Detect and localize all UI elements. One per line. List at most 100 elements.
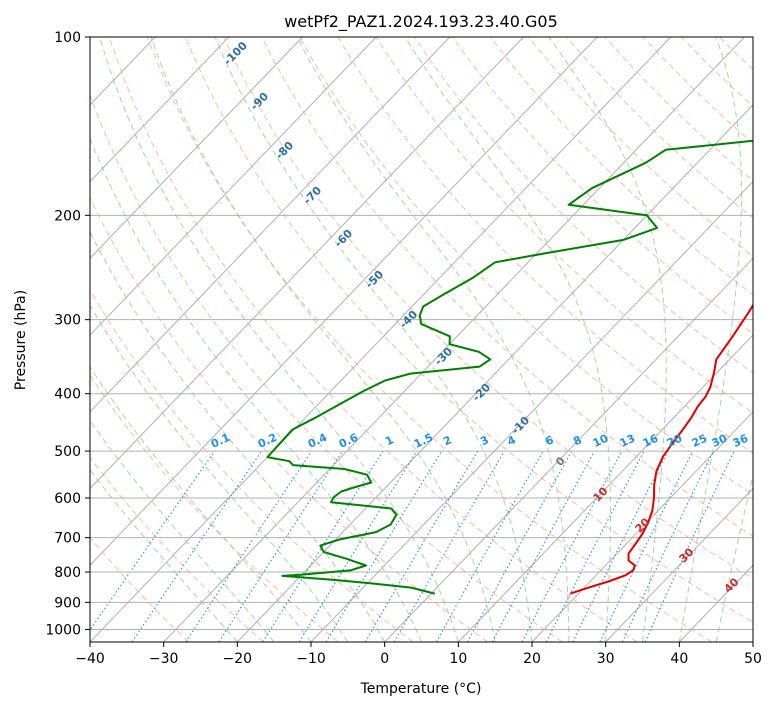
mixing-ratio-line <box>393 450 505 642</box>
mixing-ratio-label: 36 <box>731 432 751 450</box>
pressure-gridlines <box>90 36 753 630</box>
dry-adiabat-line <box>90 456 264 642</box>
moist-adiabat-line <box>90 304 349 642</box>
x-tick-label: −30 <box>149 651 179 667</box>
dry-adiabat-line <box>261 37 753 537</box>
x-tick-label: −10 <box>296 651 326 667</box>
moist-adiabat-line <box>99 37 459 642</box>
isotherm-line <box>457 334 753 642</box>
moist-adiabat-line <box>715 473 753 642</box>
mixing-ratio-label: 0.1 <box>209 431 232 451</box>
mixing-ratio-label: 1.5 <box>412 431 435 451</box>
dry-adiabat-label: -10 <box>509 414 532 437</box>
plot-frame <box>89 36 754 643</box>
isotherm-line <box>236 104 753 642</box>
dry-adiabat-line <box>337 37 753 454</box>
mixing-ratio-line <box>491 450 595 642</box>
isotherm-line <box>90 37 598 566</box>
y-tick-label: 1000 <box>45 622 81 638</box>
dry-adiabat-line <box>490 37 753 296</box>
mixing-ratio-label: 30 <box>710 432 730 450</box>
dry-adiabat-label: -60 <box>332 227 355 250</box>
dry-adiabat-line <box>375 37 753 414</box>
dry-adiabat-label: -50 <box>363 268 386 291</box>
profiles <box>266 139 753 595</box>
y-tick-label: 100 <box>54 30 81 46</box>
chart-title: wetPf2_PAZ1.2024.193.23.40.G05 <box>284 12 558 32</box>
dry-adiabat-label: -30 <box>432 345 455 368</box>
mixing-ratio-line <box>644 450 735 642</box>
moist-adiabat-line <box>90 469 238 642</box>
dry-adiabat-line <box>528 37 753 257</box>
x-tick-label: 40 <box>670 651 688 667</box>
moist-adiabat-label: 0 <box>553 454 568 469</box>
y-tick-label: 200 <box>54 208 81 224</box>
background-lines <box>0 37 775 642</box>
x-tick-label: −20 <box>223 651 253 667</box>
mixing-ratio-line <box>435 450 544 642</box>
dry-adiabat-label: -70 <box>301 184 324 207</box>
mixing-ratio-label: 10 <box>591 432 611 450</box>
mixing-ratio-line <box>185 450 313 642</box>
mixing-ratio-line <box>298 450 418 642</box>
isotherm-line <box>163 37 745 642</box>
isotherm-line <box>90 37 672 642</box>
mixing-ratio-line <box>325 450 443 642</box>
moist-adiabat-line <box>404 37 611 642</box>
mixing-ratio-line <box>467 450 573 642</box>
dry-adiabat-label: -20 <box>470 381 493 404</box>
y-tick-label: 500 <box>54 444 81 460</box>
isotherm-line <box>90 37 377 336</box>
moist-adiabat-line <box>214 37 533 642</box>
mixing-ratio-label: 25 <box>690 432 709 450</box>
y-tick-label: 300 <box>54 313 81 329</box>
moist-adiabat-line <box>90 137 422 642</box>
x-tick-label: 10 <box>449 651 467 667</box>
mixing-ratio-line <box>131 450 263 642</box>
y-tick-label: 400 <box>54 387 81 403</box>
moist-adiabat-line <box>548 37 667 642</box>
mixing-ratio-label: 6 <box>543 433 556 448</box>
x-tick-label: 0 <box>380 651 389 667</box>
mixing-ratio-line <box>262 450 384 642</box>
isotherm-line <box>605 487 753 642</box>
dry-adiabat-line <box>413 37 753 374</box>
line-labels: -100-90-80-70-60-50-40-30-20-10010203040… <box>209 39 751 596</box>
isotherm-line <box>90 37 524 490</box>
dry-adiabat-line <box>718 37 753 71</box>
isotherm-line <box>0 37 8 642</box>
moist-adiabat-line <box>150 37 496 642</box>
isotherm-line <box>90 37 230 183</box>
mixing-ratio-line <box>572 450 669 642</box>
temperature-profile-line <box>569 303 753 595</box>
y-tick-label: 900 <box>54 595 81 611</box>
mixing-ratio-line <box>90 450 216 632</box>
dry-adiabat-line <box>642 37 753 145</box>
x-axis-label: Temperature (°C) <box>360 681 482 697</box>
dry-adiabat-line <box>146 37 712 642</box>
x-axis-ticks: −40 −30 −20 −10 0 10 20 30 40 50 <box>75 642 762 667</box>
mixing-ratio-label: 16 <box>641 432 661 450</box>
mixing-ratio-line <box>218 450 343 642</box>
y-tick-label: 800 <box>54 565 81 581</box>
x-tick-label: −40 <box>75 651 105 667</box>
dry-adiabat-line <box>223 37 753 580</box>
dry-adiabat-line <box>108 37 638 642</box>
dry-adiabat-line <box>566 37 753 219</box>
mixing-ratio-label: 20 <box>665 432 685 450</box>
x-tick-label: 50 <box>744 651 762 667</box>
dry-adiabat-line <box>757 37 775 642</box>
y-tick-label: 700 <box>54 531 81 547</box>
mixing-ratio-label: 0.6 <box>337 431 360 451</box>
dry-adiabat-line <box>299 37 753 495</box>
moist-adiabat-line <box>90 230 386 642</box>
moist-adiabat-line <box>90 419 275 642</box>
mixing-ratio-label: 2 <box>441 433 453 448</box>
dry-adiabat-line <box>90 93 563 642</box>
dry-adiabat-label: -40 <box>397 308 420 331</box>
moist-adiabat-label: 40 <box>722 575 742 595</box>
isotherm-line <box>90 37 451 413</box>
moist-adiabat-line <box>678 37 742 642</box>
mixing-ratio-line <box>545 450 645 642</box>
